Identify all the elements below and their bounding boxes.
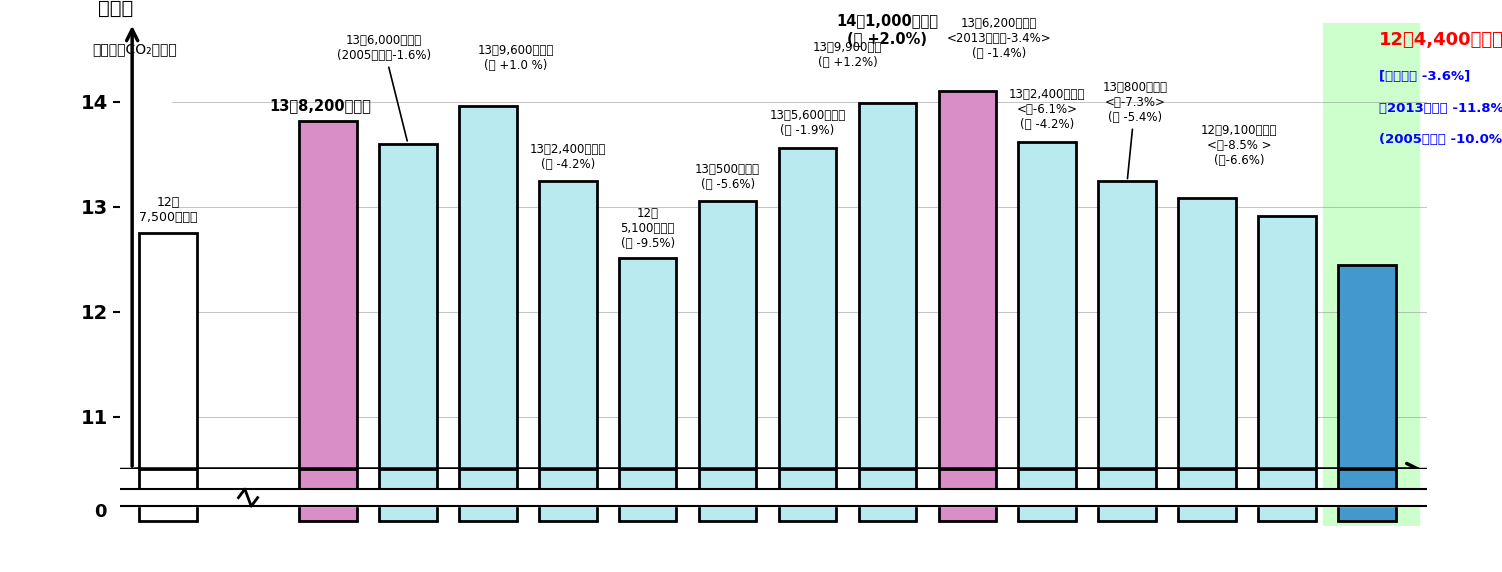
Text: 13億5,600万トン
(同 -1.9%): 13億5,600万トン (同 -1.9%) [769,109,846,137]
Text: 13億2,400万トン
(同 -4.2%): 13億2,400万トン (同 -4.2%) [530,143,605,171]
Bar [1259,469,1316,521]
Text: 12億
7,500万トン: 12億 7,500万トン [138,196,197,224]
Bar [140,469,197,521]
Text: 13億9,900トン
(同 +1.2%): 13億9,900トン (同 +1.2%) [813,41,882,69]
Bar [939,91,996,469]
Bar [379,469,437,521]
Bar [1338,265,1395,469]
Text: 0: 0 [95,503,107,521]
Text: 13億6,000万トン
(2005年度比-1.6%): 13億6,000万トン (2005年度比-1.6%) [336,34,431,141]
Bar [859,102,916,469]
Bar [1179,198,1236,469]
Bar [539,469,596,521]
Text: (2005年度比 -10.0%): (2005年度比 -10.0%) [1379,133,1502,146]
Bar [698,469,757,521]
Bar [698,201,757,469]
Bar [1338,469,1395,521]
Bar [778,469,837,521]
Text: 13億6,200万トン
<2013年度比-3.4%>
(同 -1.4%): 13億6,200万トン <2013年度比-3.4%> (同 -1.4%) [946,17,1051,59]
Text: 排出量: 排出量 [98,0,134,18]
Bar [299,121,357,469]
Bar [778,148,837,469]
Text: 13億800万トン
<同-7.3%>
(同 -5.4%): 13億800万トン <同-7.3%> (同 -5.4%) [1102,81,1167,178]
Text: 12億
5,100万トン
(同 -9.5%): 12億 5,100万トン (同 -9.5%) [620,206,674,249]
Text: 13億9,600万トン
(同 +1.0 %): 13億9,600万トン (同 +1.0 %) [478,44,554,72]
Bar [1323,469,1419,526]
Bar [379,144,437,469]
Text: 12億9,100万トン
<同-8.5% >
(同-6.6%): 12億9,100万トン <同-8.5% > (同-6.6%) [1200,124,1277,166]
Text: 14億1,000万トン
(同 +2.0%): 14億1,000万トン (同 +2.0%) [837,14,939,46]
Bar [299,469,357,521]
Bar [460,469,517,521]
Bar [1018,141,1075,469]
Text: 12億4,400万トン: 12億4,400万トン [1379,31,1502,49]
Text: 〈2013年度比 -11.8%〉: 〈2013年度比 -11.8%〉 [1379,102,1502,114]
Bar [1179,469,1236,521]
Bar [1098,181,1157,469]
Bar [1018,469,1075,521]
Bar [460,106,517,469]
Bar [1323,23,1419,469]
Bar [539,181,596,469]
Bar [1098,469,1157,521]
Text: 13億500万トン
(同 -5.6%): 13億500万トン (同 -5.6%) [695,163,760,191]
Bar [619,258,676,469]
Bar [619,469,676,521]
Bar [140,233,197,469]
Text: 13億2,400万トン
<同-6.1%>
(同 -4.2%): 13億2,400万トン <同-6.1%> (同 -4.2%) [1009,88,1086,131]
Text: [前年度比 -3.6%]: [前年度比 -3.6%] [1379,70,1470,83]
Bar [120,489,1427,506]
Text: （億トンCO₂換算）: （億トンCO₂換算） [92,42,177,56]
Bar [939,469,996,521]
Text: 13億8,200万トン: 13億8,200万トン [269,98,371,113]
Bar [1259,216,1316,469]
Bar [859,469,916,521]
